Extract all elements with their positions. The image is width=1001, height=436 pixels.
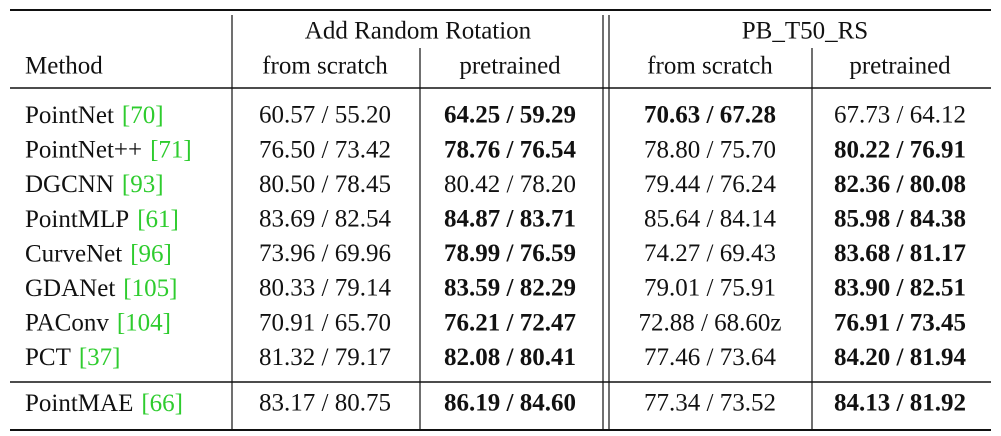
method-name: PAConv [104] bbox=[25, 309, 171, 336]
method: GDANet bbox=[25, 275, 115, 302]
cell: 72.88 / 68.60z bbox=[638, 309, 781, 336]
cell: 79.44 / 76.24 bbox=[644, 171, 776, 198]
cell: 76.21 / 72.47 bbox=[444, 309, 576, 336]
citation: [66] bbox=[141, 390, 183, 417]
cell: 84.20 / 81.94 bbox=[834, 344, 966, 371]
cell: 83.69 / 82.54 bbox=[259, 206, 391, 233]
method: PointNet bbox=[25, 102, 114, 129]
cell: 77.34 / 73.52 bbox=[644, 390, 776, 417]
citation: [104] bbox=[117, 309, 171, 336]
cell: 77.46 / 73.64 bbox=[644, 344, 776, 371]
cell: 78.99 / 76.59 bbox=[444, 240, 576, 267]
citation: [61] bbox=[137, 206, 179, 233]
cell: 78.80 / 75.70 bbox=[644, 136, 776, 163]
cell: 73.96 / 69.96 bbox=[259, 240, 391, 267]
cell: 76.91 / 73.45 bbox=[834, 309, 966, 336]
citation: [70] bbox=[122, 102, 164, 129]
method-name: GDANet [105] bbox=[25, 275, 177, 302]
method-name: PointNet++ [71] bbox=[25, 136, 192, 163]
cell: 80.22 / 76.91 bbox=[834, 136, 966, 163]
method-name: DGCNN [93] bbox=[25, 171, 164, 198]
column-header: from scratch bbox=[262, 53, 388, 80]
column-header: pretrained bbox=[849, 53, 951, 80]
cell: 82.36 / 80.08 bbox=[834, 171, 966, 198]
cell: 83.17 / 80.75 bbox=[259, 390, 391, 417]
method-name: PCT [37] bbox=[25, 344, 121, 371]
method-name: PointMLP [61] bbox=[25, 206, 179, 233]
cell: 70.63 / 67.28 bbox=[644, 102, 776, 129]
method-name: CurveNet [96] bbox=[25, 240, 172, 267]
citation: [93] bbox=[122, 171, 164, 198]
method: PointMLP bbox=[25, 206, 129, 233]
cell: 76.50 / 73.42 bbox=[259, 136, 391, 163]
cell: 80.42 / 78.20 bbox=[444, 171, 576, 198]
cell: 79.01 / 75.91 bbox=[644, 275, 776, 302]
method: PAConv bbox=[25, 309, 109, 336]
cell: 85.98 / 84.38 bbox=[834, 206, 966, 233]
citation: [71] bbox=[150, 136, 192, 163]
citation: [37] bbox=[79, 344, 121, 371]
group-header: Add Random Rotation bbox=[305, 18, 532, 45]
citation: [96] bbox=[130, 240, 172, 267]
method: PointNet++ bbox=[25, 136, 142, 163]
column-header: Method bbox=[25, 53, 103, 80]
column-header: from scratch bbox=[647, 53, 773, 80]
cell: 67.73 / 64.12 bbox=[834, 102, 966, 129]
method-name: PointNet [70] bbox=[25, 102, 164, 129]
method: PointMAE bbox=[25, 390, 133, 417]
cell: 82.08 / 80.41 bbox=[444, 344, 576, 371]
cell: 60.57 / 55.20 bbox=[259, 102, 391, 129]
cell: 83.90 / 82.51 bbox=[834, 275, 966, 302]
cell: 84.87 / 83.71 bbox=[444, 206, 576, 233]
cell: 81.32 / 79.17 bbox=[259, 344, 391, 371]
method: CurveNet bbox=[25, 240, 122, 267]
column-header: pretrained bbox=[459, 53, 561, 80]
cell: 85.64 / 84.14 bbox=[644, 206, 776, 233]
citation: [105] bbox=[123, 275, 177, 302]
cell: 70.91 / 65.70 bbox=[259, 309, 391, 336]
cell: 80.33 / 79.14 bbox=[259, 275, 391, 302]
cell: 78.76 / 76.54 bbox=[444, 136, 576, 163]
cell: 83.68 / 81.17 bbox=[834, 240, 966, 267]
method: PCT bbox=[25, 344, 71, 371]
cell: 83.59 / 82.29 bbox=[444, 275, 576, 302]
group-header: PB_T50_RS bbox=[742, 18, 868, 45]
cell: 64.25 / 59.29 bbox=[444, 102, 576, 129]
method-name: PointMAE [66] bbox=[25, 390, 183, 417]
cell: 80.50 / 78.45 bbox=[259, 171, 391, 198]
cell: 86.19 / 84.60 bbox=[444, 390, 576, 417]
cell: 74.27 / 69.43 bbox=[644, 240, 776, 267]
method: DGCNN bbox=[25, 171, 114, 198]
cell: 84.13 / 81.92 bbox=[834, 390, 966, 417]
